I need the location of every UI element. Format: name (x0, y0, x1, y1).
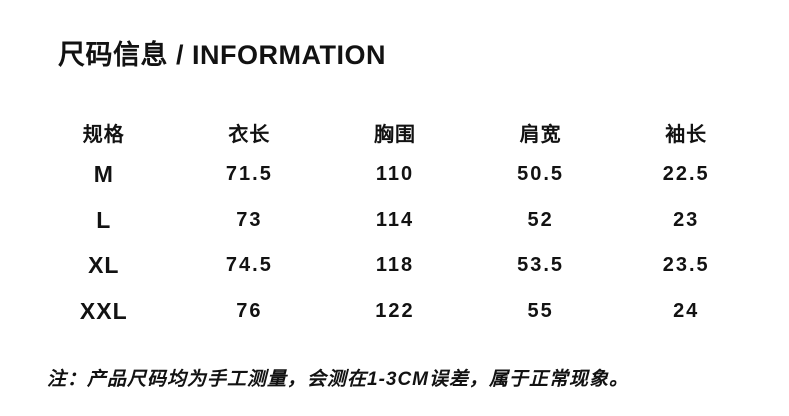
size-label: XXL (79, 297, 128, 324)
size-table: 规格 衣长 胸围 肩宽 袖长 M 71.5 110 50.5 22.5 L 73… (31, 112, 759, 334)
measure-value: 71.5 (225, 163, 273, 186)
measure-value: 23 (673, 208, 700, 231)
measure-value: 74.5 (225, 254, 273, 277)
measure-value: 118 (375, 254, 415, 277)
measure-value: 110 (375, 163, 415, 186)
measure-value: 122 (375, 299, 415, 322)
header-cell-sleeve: 袖长 (665, 123, 708, 146)
page-title: 尺码信息 / INFORMATION (58, 40, 386, 70)
size-label: L (96, 206, 112, 233)
measure-value: 53.5 (517, 254, 565, 277)
measure-value: 73 (236, 208, 263, 231)
measure-value: 114 (375, 208, 415, 231)
measure-value: 24 (673, 299, 700, 322)
measure-value: 50.5 (517, 163, 565, 186)
size-label: M (93, 161, 114, 188)
header-cell-length: 衣长 (228, 123, 271, 146)
measure-value: 23.5 (662, 254, 710, 277)
measure-value: 55 (527, 299, 554, 322)
header-cell-chest: 胸围 (373, 123, 416, 146)
measure-value: 76 (236, 299, 263, 322)
header-cell-shoulder: 肩宽 (519, 123, 562, 146)
header-cell-spec: 规格 (82, 123, 125, 146)
measurement-note: 注：产品尺码均为手工测量，会测在1-3CM误差，属于正常现象。 (47, 369, 630, 390)
size-label: XL (88, 252, 120, 279)
measure-value: 52 (527, 208, 554, 231)
measure-value: 22.5 (662, 163, 710, 186)
